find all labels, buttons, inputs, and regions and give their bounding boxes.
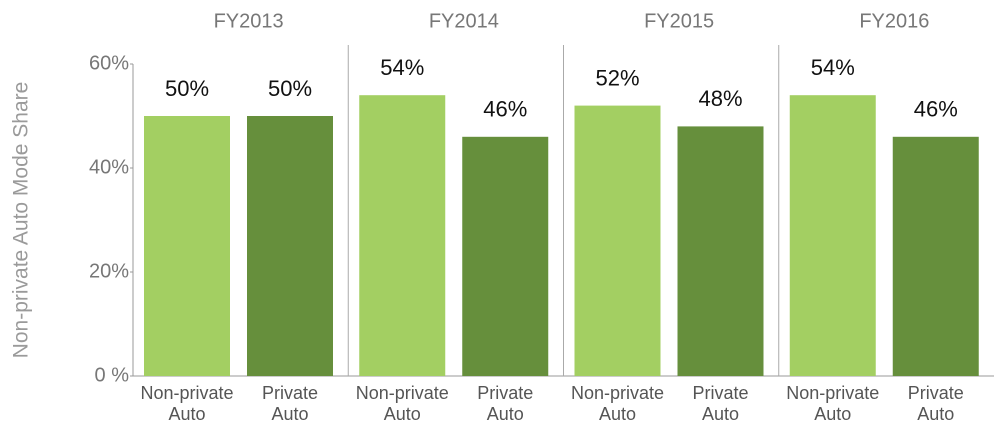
bar-category-label: Non-private Auto (140, 383, 234, 424)
y-axis-title: Non-private Auto Mode Share (10, 82, 33, 359)
bar-category-label: Private Auto (261, 383, 319, 424)
group-label: FY2013 (214, 10, 284, 32)
data-label: 46% (483, 97, 527, 122)
bar-category-label: Private Auto (477, 383, 534, 424)
bar (677, 126, 764, 377)
y-tick-label: 20% (89, 260, 129, 282)
bar (359, 95, 446, 376)
data-label: 54% (380, 55, 424, 80)
bar (574, 105, 661, 376)
bar-category-label: Private Auto (692, 383, 749, 424)
bar-category-label: Private Auto (907, 383, 964, 424)
data-label: 52% (595, 65, 639, 90)
group-label: FY2016 (859, 10, 929, 32)
bar-category-label: Non-private Auto (786, 383, 880, 424)
data-label: 46% (914, 97, 958, 122)
data-label: 48% (698, 86, 742, 111)
data-label: 50% (165, 76, 209, 101)
data-label: 54% (811, 55, 855, 80)
bar (462, 136, 549, 376)
data-label: 50% (268, 76, 312, 101)
bar-category-label: Non-private Auto (355, 383, 449, 424)
y-tick-label: 60% (89, 52, 129, 74)
y-tick-label: 40% (89, 156, 129, 178)
group-label: FY2014 (429, 10, 499, 32)
bar-category-label: Non-private Auto (570, 383, 665, 424)
bar (144, 116, 230, 376)
y-tick-label: 0 % (95, 364, 130, 386)
bar (892, 136, 979, 376)
bar (789, 95, 876, 376)
bar (247, 116, 333, 376)
group-label: FY2015 (644, 10, 714, 32)
